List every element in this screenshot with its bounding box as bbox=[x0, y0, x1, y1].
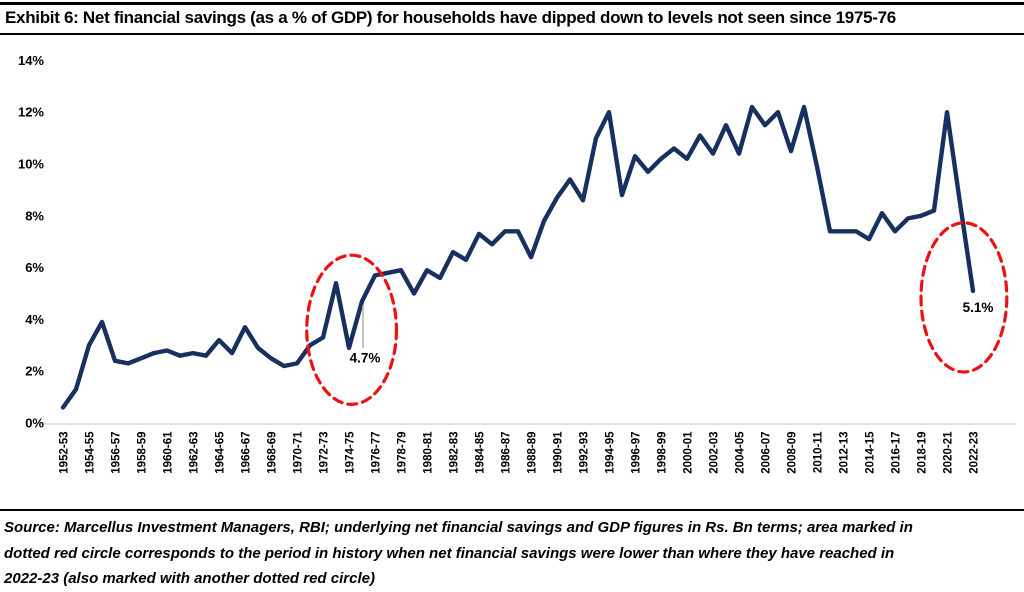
y-axis-label: 10% bbox=[18, 157, 44, 172]
x-axis-label: 1984-85 bbox=[475, 431, 487, 474]
x-axis-label: 1956-57 bbox=[111, 432, 123, 474]
x-axis-label: 1968-69 bbox=[267, 432, 279, 474]
x-axis-label: 1970-71 bbox=[293, 431, 305, 474]
x-axis-label: 1988-89 bbox=[527, 432, 539, 474]
title-bar: Exhibit 6: Net financial savings (as a %… bbox=[0, 2, 1024, 35]
source-note: Source: Marcellus Investment Managers, R… bbox=[4, 515, 1018, 592]
x-axis-label: 1966-67 bbox=[241, 432, 253, 474]
x-axis-label: 1960-61 bbox=[163, 431, 175, 474]
dotted-red-circle-1 bbox=[305, 253, 399, 406]
x-axis-label: 2022-23 bbox=[969, 432, 981, 474]
x-axis-label: 2006-07 bbox=[761, 432, 773, 474]
x-axis-label: 1986-87 bbox=[501, 432, 513, 474]
annotation-label: 5.1% bbox=[963, 300, 994, 315]
x-axis-label: 1982-83 bbox=[449, 432, 461, 474]
x-axis-label: 1996-97 bbox=[631, 432, 643, 474]
x-axis-label: 2020-21 bbox=[943, 431, 955, 474]
x-axis-label: 1954-55 bbox=[85, 431, 97, 474]
x-axis-label: 1972-73 bbox=[319, 432, 331, 474]
exhibit-title: Exhibit 6: Net financial savings (as a %… bbox=[5, 8, 896, 27]
y-axis-label: 8% bbox=[25, 208, 44, 223]
x-axis-label: 1990-91 bbox=[553, 431, 565, 474]
x-axis-label: 1978-79 bbox=[397, 432, 409, 474]
y-axis-label: 6% bbox=[25, 260, 44, 275]
source-line-3: 2022-23 (also marked with another dotted… bbox=[4, 570, 375, 587]
x-axis-label: 1998-99 bbox=[657, 432, 669, 474]
x-axis-label: 2002-03 bbox=[709, 432, 721, 474]
x-axis-label: 2000-01 bbox=[683, 431, 695, 474]
x-axis-label: 2016-17 bbox=[891, 432, 903, 474]
x-axis-label: 1964-65 bbox=[215, 431, 227, 474]
x-axis-label: 1974-75 bbox=[345, 431, 357, 474]
x-axis-label: 1976-77 bbox=[371, 432, 383, 474]
savings-line-chart: 0% 2% 4% 6% 8% 10% 12% 14% 1952-53 1954-55 1956-57… bbox=[18, 53, 1015, 474]
y-axis-label: 0% bbox=[25, 416, 44, 431]
y-axis-label: 4% bbox=[25, 312, 44, 327]
x-axis-label: 2012-13 bbox=[839, 432, 851, 474]
x-axis-label: 1992-93 bbox=[579, 432, 591, 474]
savings-line bbox=[60, 104, 976, 410]
x-axis-label: 2004-05 bbox=[735, 431, 747, 474]
dotted-red-circle-2 bbox=[919, 221, 1009, 374]
separator-line bbox=[0, 509, 1024, 511]
x-axis-label: 1980-81 bbox=[423, 431, 435, 474]
y-axis-label: 14% bbox=[18, 53, 44, 68]
x-axis-label: 1958-59 bbox=[137, 432, 149, 474]
source-line-1: Source: Marcellus Investment Managers, R… bbox=[4, 519, 913, 536]
x-axis-label: 2018-19 bbox=[917, 432, 929, 474]
y-axis-label: 12% bbox=[18, 105, 44, 120]
x-axis-label: 2014-15 bbox=[865, 431, 877, 474]
annotation-label: 4.7% bbox=[350, 350, 381, 365]
x-axis-label: 1994-95 bbox=[605, 431, 617, 474]
y-axis-label: 2% bbox=[25, 364, 44, 379]
x-axis-label: 2010-11 bbox=[813, 431, 825, 473]
x-axis-label: 1962-63 bbox=[189, 432, 201, 474]
x-axis-label: 1952-53 bbox=[59, 432, 71, 474]
x-axis-label: 2008-09 bbox=[787, 432, 799, 474]
source-line-2: dotted red circle corresponds to the per… bbox=[4, 544, 895, 562]
